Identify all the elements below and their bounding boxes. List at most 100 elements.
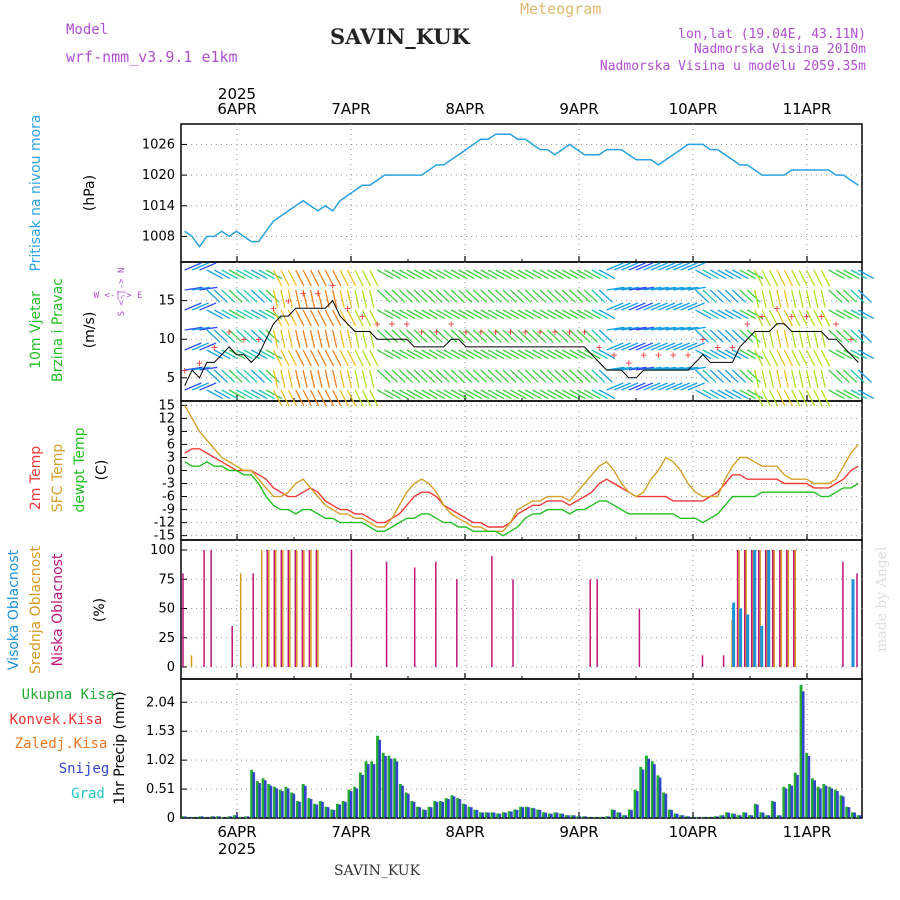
- precip-bar-snow: [676, 813, 679, 818]
- precip-bar-snow: [670, 809, 673, 818]
- wind-arrow: [384, 349, 401, 360]
- wind-arrow: [791, 389, 801, 407]
- wind-arrow: [213, 289, 228, 303]
- precip-bar-total: [559, 813, 563, 818]
- wind-arrow: [746, 329, 761, 343]
- precip-bar-total: [782, 786, 786, 818]
- wind-arrow: [332, 269, 342, 287]
- precip-bar-snow: [229, 816, 233, 818]
- wind-arrow: [480, 349, 497, 360]
- wind-arrow: [547, 389, 564, 400]
- precip-bar-total: [719, 815, 723, 818]
- wind-arrow: [250, 269, 268, 280]
- precip-bar-total: [513, 809, 517, 818]
- wind-arrow: [369, 269, 379, 287]
- wind-arrow: [805, 309, 816, 327]
- y-tick-label: 100: [150, 543, 175, 558]
- wind-arrow: [361, 369, 367, 388]
- year-top: 2025: [218, 85, 256, 103]
- wind-arrow: [561, 369, 576, 383]
- wind-arrow: [576, 309, 594, 320]
- wind-arrow: [265, 289, 280, 303]
- precip-bar-snow: [704, 816, 708, 818]
- wind-arrow: [369, 309, 379, 327]
- wind-arrow: [717, 389, 734, 400]
- wind-arrow: [828, 309, 845, 320]
- wind-arrow: [621, 302, 639, 311]
- wind-arrow: [376, 349, 394, 360]
- wind-arrow: [228, 329, 243, 343]
- wind-arrow: [369, 369, 375, 388]
- precip-bar-total: [473, 809, 477, 818]
- wind-arrow: [206, 369, 221, 383]
- wind-arrow: [339, 369, 345, 388]
- wind-arrow: [635, 342, 654, 351]
- wind-arrow: [428, 369, 443, 383]
- wind-arrow: [517, 349, 534, 360]
- precip-bar-total: [496, 813, 500, 818]
- precip-bar-snow: [487, 812, 490, 818]
- wind-arrow: [517, 309, 534, 320]
- wind-arrow: [413, 329, 428, 343]
- wind-arrow: [709, 329, 724, 343]
- precip-legend-0: Ukupna Kisa: [22, 687, 115, 703]
- wind-arrow: [576, 349, 594, 360]
- wind-arrow: [376, 269, 394, 280]
- y-tick-label: -6: [162, 490, 175, 505]
- precip-bar-total: [296, 801, 299, 818]
- precip-bar-total: [284, 786, 288, 818]
- wind-arrow: [517, 329, 532, 343]
- y-tick-label: -9: [162, 503, 175, 518]
- wind-arrow: [450, 269, 468, 280]
- wind-arrow: [258, 329, 273, 343]
- wind-arrow: [576, 329, 591, 343]
- wind-arrow: [739, 309, 757, 320]
- precip-bar-total: [765, 815, 769, 818]
- wind-arrow: [295, 289, 301, 308]
- wind-arrow: [280, 289, 286, 308]
- wind-arrow: [346, 369, 353, 388]
- wind-arrow: [754, 329, 760, 348]
- wind-arrow: [724, 389, 742, 400]
- precip-bar-snow: [842, 796, 845, 818]
- wind-arrow: [510, 389, 527, 400]
- wind-arrow: [428, 389, 446, 400]
- precip-bar-snow: [418, 807, 422, 818]
- wind-arrow: [346, 349, 357, 367]
- wind-arrow: [650, 302, 668, 311]
- wind-arrow: [236, 329, 251, 343]
- precip-bar-total: [742, 812, 746, 818]
- wind-arrow: [391, 289, 406, 303]
- wind-arrow: [309, 269, 320, 287]
- wind-arrow: [561, 349, 579, 360]
- wind-arrow: [458, 329, 473, 343]
- wind-arrow: [709, 369, 724, 383]
- wind-arrow: [265, 369, 280, 383]
- wind-arrow: [635, 262, 654, 271]
- precip-bar-snow: [595, 816, 599, 818]
- precip-bar-snow: [693, 816, 696, 818]
- precip-bar-snow: [801, 691, 805, 818]
- wind-arrow: [724, 269, 742, 280]
- precip-bar-total: [273, 786, 276, 818]
- precip-bar-total: [599, 816, 603, 818]
- wind-arrow: [272, 329, 279, 348]
- wind-arrow: [554, 329, 569, 343]
- wind-arrow: [199, 366, 218, 371]
- wind-arrow: [487, 369, 502, 383]
- wind-arrow: [857, 269, 875, 280]
- wind-arrow: [421, 389, 438, 400]
- precip-bar-snow: [223, 816, 227, 818]
- precip-bar-snow: [281, 791, 284, 818]
- y-tick-label: 5: [167, 371, 175, 386]
- precip-bar-snow: [584, 816, 587, 818]
- wind-arrow: [584, 349, 601, 360]
- precip-bar-snow: [183, 816, 187, 818]
- wind-arrow: [384, 329, 399, 343]
- wind-arrow: [421, 289, 436, 303]
- precip-bar-total: [839, 795, 843, 818]
- wind-arrow: [361, 289, 367, 308]
- precip-bar-total: [210, 816, 213, 818]
- wind-arrow: [828, 289, 843, 303]
- precip-bar-snow: [344, 801, 347, 818]
